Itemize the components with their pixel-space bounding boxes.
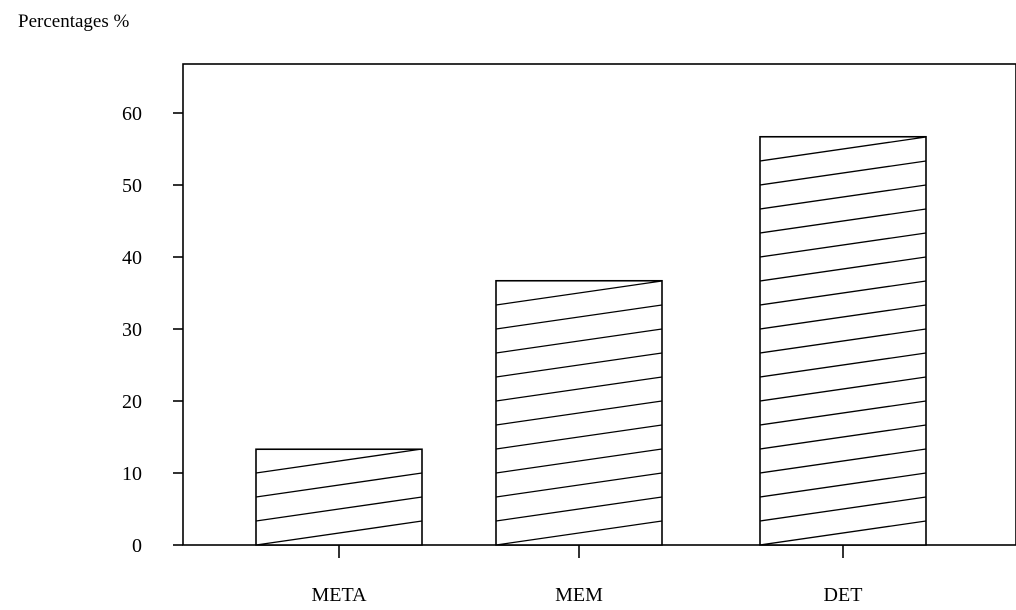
y-tick-label: 10 xyxy=(122,463,142,485)
bar-mem xyxy=(496,209,662,545)
bars xyxy=(256,65,926,545)
bar xyxy=(256,449,422,545)
bar-det xyxy=(760,65,926,545)
y-tick-label: 30 xyxy=(122,319,142,341)
x-tick-label: META xyxy=(311,584,367,606)
x-tick-label: MEM xyxy=(555,584,603,606)
y-tick-label: 20 xyxy=(122,391,142,413)
y-tick-label: 0 xyxy=(132,535,142,557)
y-tick-label: 60 xyxy=(122,103,142,125)
x-axis-ticks: META MEM DET xyxy=(311,545,862,606)
y-tick-label: 40 xyxy=(122,247,142,269)
y-axis-ticks: 0 10 20 30 40 50 60 xyxy=(122,103,183,557)
x-tick-label: DET xyxy=(824,584,863,606)
y-axis-label: Percentages % xyxy=(18,11,129,32)
y-tick-label: 50 xyxy=(122,175,142,197)
bar-meta xyxy=(256,401,422,545)
